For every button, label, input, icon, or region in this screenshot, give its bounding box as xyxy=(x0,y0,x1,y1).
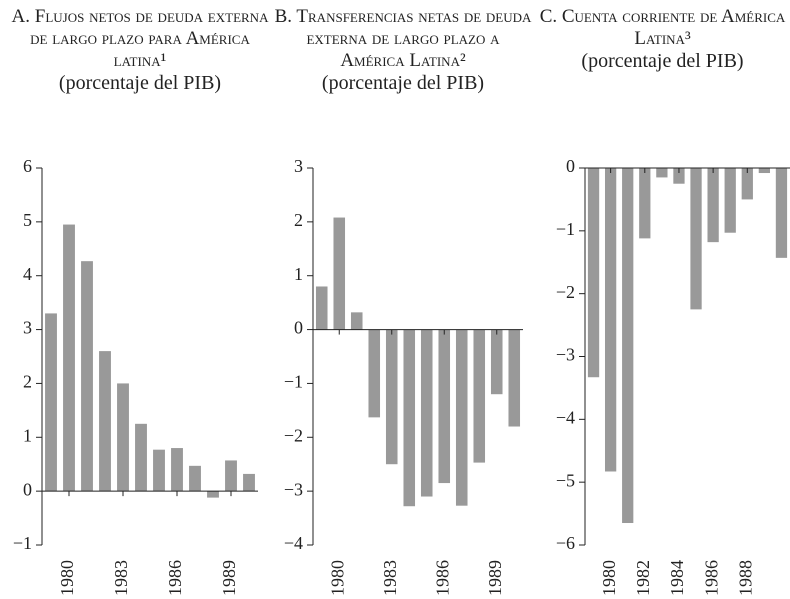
y-tick-label: 0 xyxy=(566,156,575,176)
bar xyxy=(420,329,433,497)
y-tick-label: −1 xyxy=(556,219,575,239)
y-tick-label: 3 xyxy=(23,318,32,338)
y-tick-label: 5 xyxy=(23,210,32,230)
x-tick-label: 1989 xyxy=(485,560,505,596)
bar xyxy=(403,329,416,507)
title-text: B. Transferencias netas de deuda externa… xyxy=(274,6,532,71)
y-tick-label: 2 xyxy=(23,372,32,392)
bar xyxy=(117,383,129,492)
bar xyxy=(622,168,634,524)
bar xyxy=(490,329,503,395)
x-tick-label: 1989 xyxy=(219,560,239,596)
bar xyxy=(350,312,363,330)
chart-title: B. Transferencias netas de deuda externa… xyxy=(273,6,533,94)
x-tick-label: 1984 xyxy=(667,560,687,596)
y-tick-label: 1 xyxy=(294,264,303,284)
bar xyxy=(99,351,111,492)
bar xyxy=(135,423,147,492)
bar xyxy=(455,329,468,506)
bar xyxy=(724,168,736,233)
x-tick-label: 1983 xyxy=(111,560,131,596)
x-tick-label: 1980 xyxy=(599,560,619,596)
y-tick-label: −4 xyxy=(556,407,575,427)
bar xyxy=(243,473,255,492)
x-tick-label: 1988 xyxy=(735,560,755,596)
y-tick-label: −3 xyxy=(284,479,303,499)
y-tick-label: 4 xyxy=(23,264,32,284)
bar xyxy=(81,261,93,492)
x-tick-label: 1983 xyxy=(380,560,400,596)
bar xyxy=(673,168,685,184)
y-tick-label: −3 xyxy=(556,345,575,365)
bar xyxy=(153,449,165,492)
bar xyxy=(604,168,617,472)
x-tick-label: 1980 xyxy=(57,560,77,596)
y-tick-label: 0 xyxy=(294,318,303,338)
title-text: C. Cuenta corriente de América Latina³ xyxy=(539,6,786,49)
y-tick-label: 1 xyxy=(23,425,32,445)
bar xyxy=(225,460,237,492)
y-tick-label: −1 xyxy=(13,533,32,553)
x-tick-label: 1980 xyxy=(327,560,347,596)
y-tick-label: −1 xyxy=(284,372,303,392)
x-tick-label: 1986 xyxy=(701,560,721,596)
bar xyxy=(315,286,328,330)
bar xyxy=(438,329,451,484)
bar xyxy=(207,491,219,498)
bar xyxy=(189,465,201,492)
chart-title: A. Flujos netos de deuda externa de larg… xyxy=(10,6,270,94)
y-tick-label: −6 xyxy=(556,533,575,553)
bar xyxy=(63,224,75,492)
bar xyxy=(333,217,346,330)
bar xyxy=(45,313,57,492)
x-tick-label: 1986 xyxy=(165,560,185,596)
bar xyxy=(690,168,702,310)
x-tick-label: 1982 xyxy=(633,560,653,596)
y-tick-label: −4 xyxy=(284,533,303,553)
subtitle: (porcentaje del PIB) xyxy=(58,72,222,94)
bar xyxy=(639,168,651,239)
subtitle: (porcentaje del PIB) xyxy=(581,50,744,72)
x-tick-label: 1986 xyxy=(432,560,452,596)
bar xyxy=(171,448,183,492)
bar xyxy=(508,329,521,427)
chart-title: C. Cuenta corriente de América Latina³ (p… xyxy=(535,6,790,72)
bar xyxy=(775,168,788,258)
bar xyxy=(741,168,753,200)
y-tick-label: 3 xyxy=(294,156,303,176)
y-tick-label: 0 xyxy=(23,479,32,499)
bar xyxy=(385,329,398,465)
y-tick-label: −5 xyxy=(556,470,575,490)
y-tick-label: 6 xyxy=(23,156,32,176)
bar xyxy=(587,168,600,378)
y-tick-label: 2 xyxy=(294,210,303,230)
bar xyxy=(368,329,381,418)
y-tick-label: −2 xyxy=(284,425,303,445)
bar xyxy=(707,168,719,243)
bar xyxy=(473,329,486,463)
subtitle: (porcentaje del PIB) xyxy=(321,72,485,94)
y-tick-label: −2 xyxy=(556,282,575,302)
title-text: A. Flujos netos de deuda externa de larg… xyxy=(11,6,269,71)
bar xyxy=(656,168,668,178)
bar xyxy=(758,168,771,174)
